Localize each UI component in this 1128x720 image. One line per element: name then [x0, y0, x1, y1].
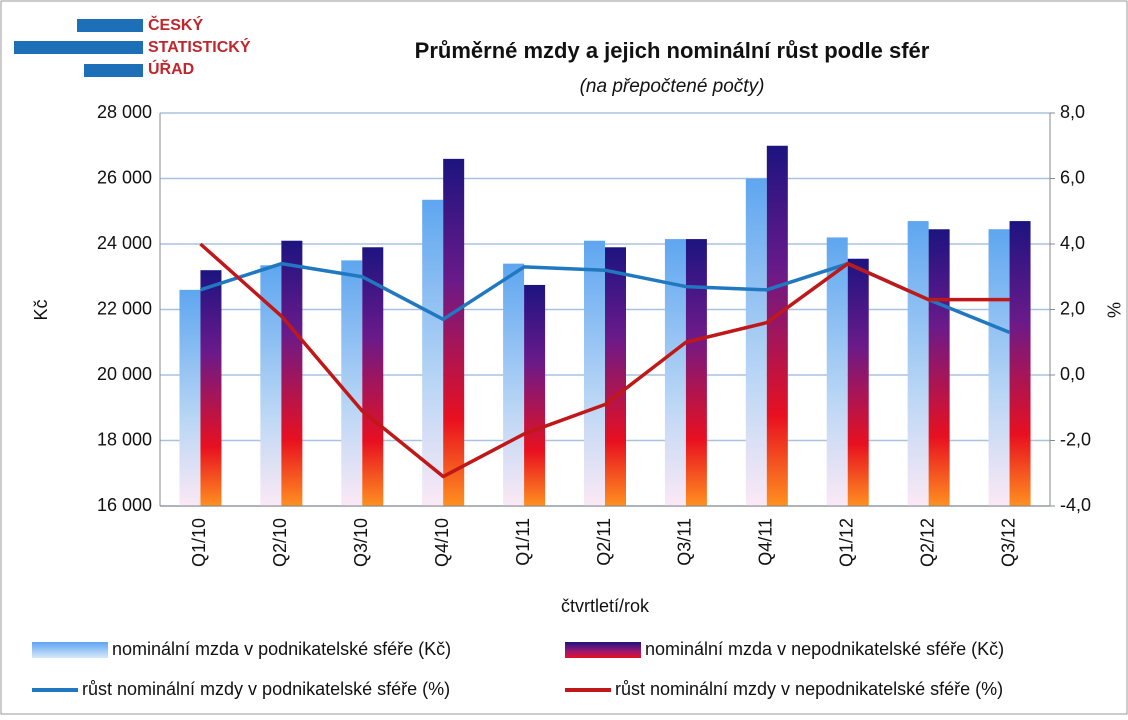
x-tick-label: Q2/11	[594, 518, 614, 566]
bar	[605, 247, 626, 506]
legend-swatch	[32, 642, 108, 658]
x-tick-label: Q4/10	[432, 518, 452, 567]
legend-swatch	[565, 642, 641, 658]
bar	[422, 199, 444, 506]
x-tick-label: Q3/10	[351, 518, 371, 567]
y2-axis-label: %	[1103, 302, 1123, 318]
y2-tick-label: 0,0	[1060, 364, 1085, 384]
bar	[928, 229, 950, 506]
line	[199, 242, 1010, 479]
bar	[847, 258, 869, 506]
bar	[503, 263, 525, 506]
y2-tick-label: -2,0	[1060, 429, 1091, 449]
logo-text: ÚŘAD	[148, 59, 194, 78]
bar	[200, 270, 222, 506]
y-tick-label: 28 000	[97, 102, 152, 122]
logo-bar	[14, 41, 143, 54]
x-tick-label: Q3/11	[675, 518, 695, 566]
y2-tick-label: 8,0	[1060, 102, 1085, 122]
bar	[1009, 221, 1031, 506]
y2-tick-label: 2,0	[1060, 298, 1085, 318]
bar	[179, 289, 201, 506]
chart-subtitle: (na přepočtené počty)	[580, 76, 765, 97]
bar	[341, 260, 363, 506]
x-tick-label: Q2/12	[917, 518, 937, 567]
y-tick-label: 18 000	[97, 429, 152, 449]
logo-text: STATISTICKÝ	[148, 37, 251, 56]
y2-tick-label: -4,0	[1060, 495, 1091, 515]
bar	[745, 178, 767, 506]
bar	[443, 158, 465, 506]
y2-tick-label: 6,0	[1060, 167, 1085, 187]
bar	[584, 240, 605, 506]
logo-bar	[84, 64, 143, 77]
y2-tick-label: 4,0	[1060, 233, 1085, 253]
bar	[664, 239, 686, 506]
bar	[685, 239, 707, 506]
bar	[260, 265, 282, 506]
x-tick-label: Q3/12	[998, 518, 1018, 567]
y-tick-label: 16 000	[97, 495, 152, 515]
logo-bar	[77, 19, 143, 32]
x-tick-label: Q1/10	[189, 518, 209, 567]
y-tick-label: 26 000	[97, 167, 152, 187]
legend-label: růst nominální mzdy v podnikatelské sféř…	[82, 679, 450, 699]
bar	[988, 229, 1010, 506]
bar	[766, 145, 788, 506]
legend-label: nominální mzda v nepodnikatelské sféře (…	[645, 639, 1004, 659]
legend-label: nominální mzda v podnikatelské sféře (Kč…	[112, 639, 451, 659]
bar	[826, 237, 848, 506]
x-tick-label: Q1/12	[836, 518, 856, 567]
x-tick-label: Q4/11	[756, 518, 776, 566]
chart-title: Průměrné mzdy a jejich nominální růst po…	[415, 38, 930, 63]
y-axis-label: Kč	[31, 299, 51, 320]
x-tick-label: Q2/10	[270, 518, 290, 567]
logo: ČESKÝ STATISTICKÝ ÚŘAD	[14, 15, 251, 78]
x-tick-label: Q1/11	[513, 518, 533, 566]
legend-label: růst nominální mzdy v nepodnikatelské sf…	[615, 679, 1003, 699]
y-tick-label: 22 000	[97, 298, 152, 318]
x-axis-label: čtvrtletí/rok	[561, 596, 650, 616]
y-tick-label: 24 000	[97, 233, 152, 253]
bar	[907, 221, 929, 506]
logo-text: ČESKÝ	[148, 15, 203, 34]
y-tick-label: 20 000	[97, 364, 152, 384]
bar	[524, 284, 546, 506]
bar	[362, 247, 384, 506]
bar	[281, 240, 303, 506]
